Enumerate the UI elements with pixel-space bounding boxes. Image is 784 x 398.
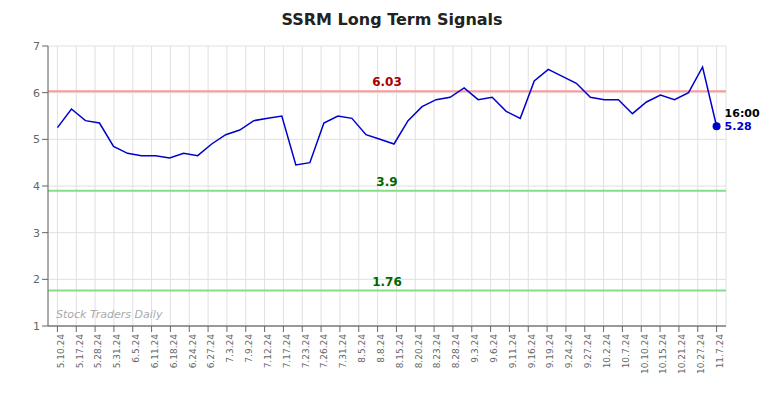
- svg-text:6.18.24: 6.18.24: [169, 334, 179, 369]
- svg-text:7: 7: [33, 40, 40, 53]
- svg-text:9.11.24: 9.11.24: [508, 334, 518, 369]
- svg-text:3: 3: [33, 227, 40, 240]
- svg-text:10.10.24: 10.10.24: [640, 334, 650, 374]
- svg-text:5.31.24: 5.31.24: [112, 334, 122, 369]
- svg-text:9.3.24: 9.3.24: [470, 334, 480, 363]
- svg-text:5.17.24: 5.17.24: [75, 334, 85, 369]
- svg-text:10.21.24: 10.21.24: [677, 334, 687, 374]
- svg-text:5: 5: [33, 133, 40, 146]
- svg-text:2: 2: [33, 273, 40, 286]
- svg-text:8.23.24: 8.23.24: [432, 334, 442, 369]
- svg-text:5.10.24: 5.10.24: [56, 334, 66, 369]
- svg-text:6.27.24: 6.27.24: [206, 334, 216, 369]
- svg-text:1.76: 1.76: [372, 275, 402, 289]
- svg-text:9.27.24: 9.27.24: [583, 334, 593, 369]
- svg-text:7.23.24: 7.23.24: [301, 334, 311, 369]
- svg-text:10.2.24: 10.2.24: [602, 334, 612, 369]
- svg-text:10.15.24: 10.15.24: [658, 334, 668, 374]
- svg-text:8.20.24: 8.20.24: [414, 334, 424, 369]
- html-text:SSRM Long Term Signals: SSRM Long Term Signals: [281, 10, 503, 29]
- svg-text:7.12.24: 7.12.24: [263, 334, 273, 369]
- svg-text:7.31.24: 7.31.24: [338, 334, 348, 369]
- svg-text:1: 1: [33, 320, 40, 333]
- svg-text:10.7.24: 10.7.24: [621, 334, 631, 369]
- svg-text:6.24.24: 6.24.24: [188, 334, 198, 369]
- svg-text:Stock Traders Daily: Stock Traders Daily: [56, 308, 163, 321]
- svg-text:5.28: 5.28: [725, 120, 752, 133]
- svg-text:8.28.24: 8.28.24: [451, 334, 461, 369]
- svg-text:9.6.24: 9.6.24: [489, 334, 499, 363]
- svg-text:9.16.24: 9.16.24: [527, 334, 537, 369]
- svg-text:4: 4: [33, 180, 40, 193]
- svg-text:8.8.24: 8.8.24: [376, 334, 386, 363]
- svg-text:9.24.24: 9.24.24: [564, 334, 574, 369]
- svg-text:16:00: 16:00: [725, 107, 760, 120]
- svg-text:6: 6: [33, 87, 40, 100]
- svg-text:7.9.24: 7.9.24: [244, 334, 254, 363]
- svg-text:3.9: 3.9: [376, 175, 397, 189]
- svg-text:6.11.24: 6.11.24: [150, 334, 160, 369]
- svg-text:7.17.24: 7.17.24: [282, 334, 292, 369]
- svg-text:8.15.24: 8.15.24: [395, 334, 405, 369]
- svg-text:6.03: 6.03: [372, 75, 402, 89]
- svg-text:5.28.24: 5.28.24: [93, 334, 103, 369]
- svg-text:7.3.24: 7.3.24: [225, 334, 235, 363]
- svg-text:9.19.24: 9.19.24: [545, 334, 555, 369]
- svg-text:8.5.24: 8.5.24: [357, 334, 367, 363]
- svg-text:11.7.24: 11.7.24: [715, 334, 725, 369]
- svg-text:10.27.24: 10.27.24: [696, 334, 706, 374]
- svg-text:6.5.24: 6.5.24: [131, 334, 141, 363]
- svg-text:7.26.24: 7.26.24: [319, 334, 329, 369]
